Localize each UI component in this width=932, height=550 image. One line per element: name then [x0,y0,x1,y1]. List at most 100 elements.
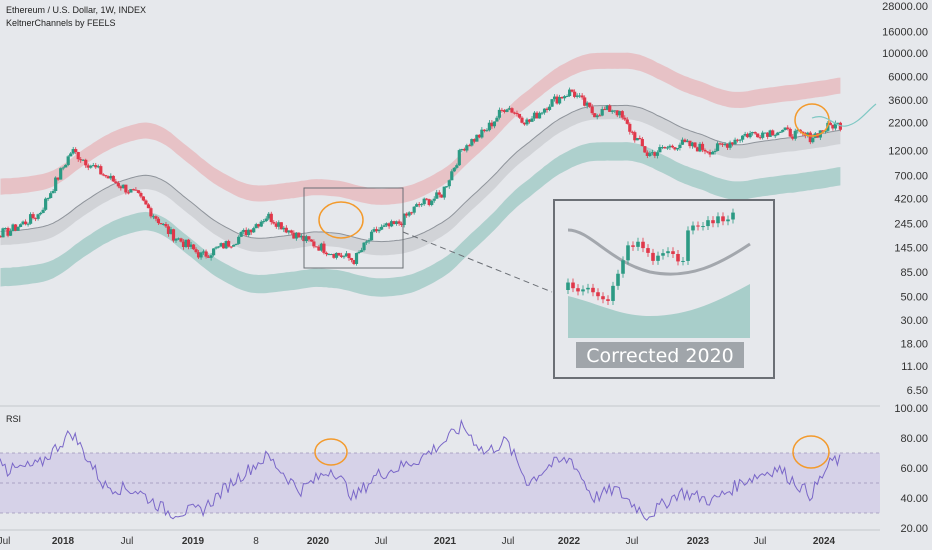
inset-candle-body [626,245,630,261]
candle-body [312,241,316,247]
candle-body [563,96,567,99]
candle-body [327,254,331,256]
candle-body [828,122,832,125]
rsi-tick-label: 80.00 [900,433,928,445]
candle-body [723,144,727,146]
candle-body [583,97,587,106]
candle-body [823,130,827,132]
candle-body [209,255,213,258]
candle-body [568,89,572,96]
candle-body [144,200,148,205]
candle-body [44,198,48,210]
candle-body [412,206,416,213]
candle-body [259,221,263,227]
candle-body [227,241,231,247]
candle-body [66,156,70,165]
candle-body [322,243,326,253]
candle-body [710,152,715,155]
price-tick-label: 30.00 [900,315,928,327]
inset-candle-body [621,260,625,274]
candle-body [319,243,324,251]
candle-body [116,183,120,187]
candle-body [500,109,504,111]
candle-body [703,149,707,152]
price-tick-label: 6.50 [907,385,928,397]
candle-body [801,131,805,134]
candle-body [26,223,30,225]
candle-body [595,115,599,118]
time-tick-label: Jul [0,536,10,547]
candle-body [184,239,188,248]
inset-candle-body [686,230,690,261]
candle-body [625,119,629,124]
candle-body [751,132,755,134]
candle-body [685,140,690,142]
inset-candle-body [591,287,595,293]
candle-body [480,129,484,138]
candle-body [580,95,584,98]
candle-body [422,198,426,205]
candle-body [287,230,291,233]
candle-body [618,111,622,116]
price-tick-label: 50.00 [900,291,928,303]
candle-body [680,139,685,145]
candle-body [585,102,589,106]
price-axis: 28000.00 16000.00 10000.00 6000.00 3600.00 22… [882,1,928,535]
candle-body [495,117,499,122]
candle-body [517,113,522,118]
candle-body [588,102,592,107]
candle-body [334,252,339,258]
candle-body [69,153,73,157]
candle-body [705,151,710,153]
candle-body [633,132,637,141]
rsi-tick-label: 40.00 [900,493,928,505]
candle-body [104,175,108,177]
time-tick-label: 2021 [434,536,457,547]
candle-body [663,147,667,149]
candle-body [154,216,158,219]
price-tick-label: 420.00 [894,194,928,206]
inset-candle-body [666,251,670,254]
inset-candle-body [616,273,620,286]
inset-candle-body [676,253,680,262]
candle-body [222,243,226,249]
candle-body [41,209,45,213]
candle-body [417,204,421,206]
candle-body [570,89,574,92]
candle-body [738,139,742,141]
candle-body [49,193,53,199]
candle-body [191,244,196,250]
rsi-highlight-circle-2023 [792,435,830,469]
time-tick-label: Jul [754,536,767,547]
candle-body [91,165,95,167]
candle-body [307,236,311,240]
candle-body [349,258,354,261]
time-tick-label: Jul [502,536,515,547]
inset-candle-body [651,252,655,261]
rsi-line [0,418,841,521]
candle-body [530,118,534,122]
inset-candle-body [726,219,730,222]
candle-body [400,223,404,226]
candle-body [522,122,527,125]
candle-body [432,198,436,201]
inset-candle-body [696,225,700,227]
candle-body [59,168,63,180]
candle-body [284,227,288,233]
candle-body [159,223,163,225]
price-tick-label: 85.00 [900,267,928,279]
candle-body [1,228,5,238]
projection-line [811,103,877,127]
candle-body [359,250,364,252]
candle-body [557,97,562,104]
time-axis: Jul 2018 Jul 2019 8 2020 Jul 2021 Jul 2022 Jul 2023… [0,529,880,547]
candle-body [247,229,251,236]
inset-candle-body [641,241,645,249]
candle-body [715,143,720,151]
indicator-name: KeltnerChannels by FEELS [6,18,116,28]
candle-body [781,129,785,132]
candle-body [292,232,296,239]
time-tick-label: 2020 [307,536,330,547]
rsi-panel [0,405,880,521]
